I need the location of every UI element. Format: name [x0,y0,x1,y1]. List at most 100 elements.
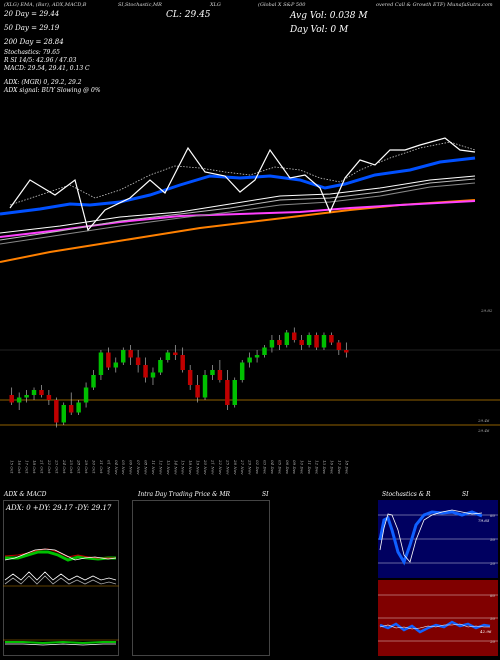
x-tick-label: 28 Oct [77,459,82,474]
candle-body [299,340,304,345]
x-tick-label: 10 Dec [300,460,305,475]
adx-macd-panel: ADX: 0 +DY: 29.17 -DY: 29.17 [3,500,119,656]
candle-body [91,375,96,388]
rsi-text: R SI 14/5: 42.96 / 47.03 [4,57,77,64]
x-tick-label: 14 Nov [173,460,178,475]
stoch-tick-20: 20 [489,561,496,566]
candle-body [106,352,111,368]
candle-body [61,405,66,423]
header-mid: SI,Stochastic,MR [118,2,162,8]
x-tick-label: 26 Nov [233,459,238,475]
close-label: CL: 29.45 [166,10,211,20]
x-tick-label: 25 Nov [225,459,230,475]
candle-body [68,405,74,413]
x-tick-label: 05 Nov [121,460,126,475]
candle-body [180,355,185,370]
candle-body [143,365,148,378]
candle-body [225,380,230,405]
candle-body [336,342,342,350]
svg-text:29.82: 29.82 [480,308,493,313]
header-left: (XLG) EMA, (Bar), ADX,MACD,B [4,2,87,8]
candle-body [16,397,22,403]
x-tick-label: 07 Nov [136,460,141,475]
rsi-tick-20: 20 [489,639,496,644]
x-tick-label: 12 Dec [315,460,320,475]
ema-white-1-line [0,175,476,234]
ema-white-2-line [0,178,476,241]
candle-body [254,355,260,358]
candle-body [98,352,104,375]
adx-panel-title: ADX & MACD [4,491,47,498]
x-tick-label: 30 Oct [92,460,97,474]
stoch-panel-si: SI [462,491,469,498]
candle-body [173,352,178,355]
adx-green-line [5,550,116,562]
x-tick-label: 09 Dec [292,460,297,475]
intraday-panel [132,500,270,656]
candle-body [321,335,327,348]
candle-body [329,335,334,343]
candle-body [165,352,171,360]
candle-body [306,335,312,345]
candle-body [135,357,141,365]
x-tick-label: 18 Dec [344,460,349,475]
candle-body [292,332,297,340]
ma50-label: 50 Day = 29.19 [4,24,60,32]
x-tick-label: 03 Dec [263,460,268,475]
x-tick-label: 29 Oct [84,459,89,474]
candle-body [76,402,81,413]
candle-body [277,340,282,345]
axis-label-mid-hi: 29.46 [477,418,490,423]
avg-volume: Avg Vol: 0.038 M [290,11,368,21]
ema-orange-line [0,199,476,263]
x-tick-label: 23 Oct [54,459,59,474]
ma200-label: 200 Day = 28.84 [4,38,64,46]
x-tick-label: 24 Oct [62,459,67,474]
price-line [9,137,476,232]
candle-body [239,362,245,380]
candle-chart: 15 Oct 16 Oct 17 Oct 18 Oct 21 Oct 22 Oct 23 O… [0,327,500,475]
stoch-blue-line [378,510,483,566]
stoch-white-line [379,509,483,563]
x-tick-label: 15 Nov [181,460,186,475]
price-axis-top: 29.82 [480,308,493,313]
adx-values-text: ADX: 0 +DY: 29.17 -DY: 29.17 [5,504,112,512]
x-tick-label: 17 Dec [337,460,342,475]
x-tick-label: 11 Nov [151,460,156,475]
intra-panel-title: Intra Day Trading Price & MR [138,491,231,498]
candle-body [202,375,208,398]
x-tick-label: 06 Nov [129,460,134,475]
x-tick-label: 06 Dec [285,460,290,475]
candle-body [314,335,319,348]
x-tick-label: 18 Oct [32,460,37,474]
x-tick-label: 25 Oct [69,459,74,474]
adx-text: ADX: (MGR) 0, 29.2, 29.2 [4,79,82,86]
x-tick-label: 21 Oct [39,459,44,474]
candle-body [31,390,37,395]
candle-body [113,362,119,368]
x-tick-label: 31 Oct [99,460,104,474]
stoch-rsi-panel: 80 50 20 79.65 80 50 20 42.96 [378,500,498,656]
axis-label-mid-lo: 29.46 [477,428,490,433]
header-right-2: overed Call & Growth ETF) MunafaSutra.co… [376,2,493,8]
x-tick-label: 15 Oct [10,460,15,474]
x-tick-label: 13 Nov [166,460,171,475]
macd-white-line-2 [4,575,117,585]
candle-body [150,372,156,378]
x-tick-label: 27 Nov [240,459,245,475]
x-tick-label: 22 Oct [47,459,52,474]
stochastics-text: Stochastics: 79.65 [4,49,60,56]
rsi-blue-line [379,620,491,634]
x-tick-label: 08 Nov [144,460,149,475]
candle-body [232,380,237,405]
candle-body [195,385,200,398]
x-tick-label: 01 Nov [106,460,111,475]
rsi-tick-50: 50 [490,616,496,621]
dotted-ma-line [9,141,476,206]
lower-white-line [5,643,116,646]
candle-body [210,370,215,375]
adx-signal-text: ADX signal: BUY Slowing @ 0% [4,87,101,94]
x-tick-label: 21 Nov [210,459,215,475]
stoch-value-label: 79.65 [478,518,490,523]
ma20-label: 20 Day = 29.44 [4,10,60,18]
